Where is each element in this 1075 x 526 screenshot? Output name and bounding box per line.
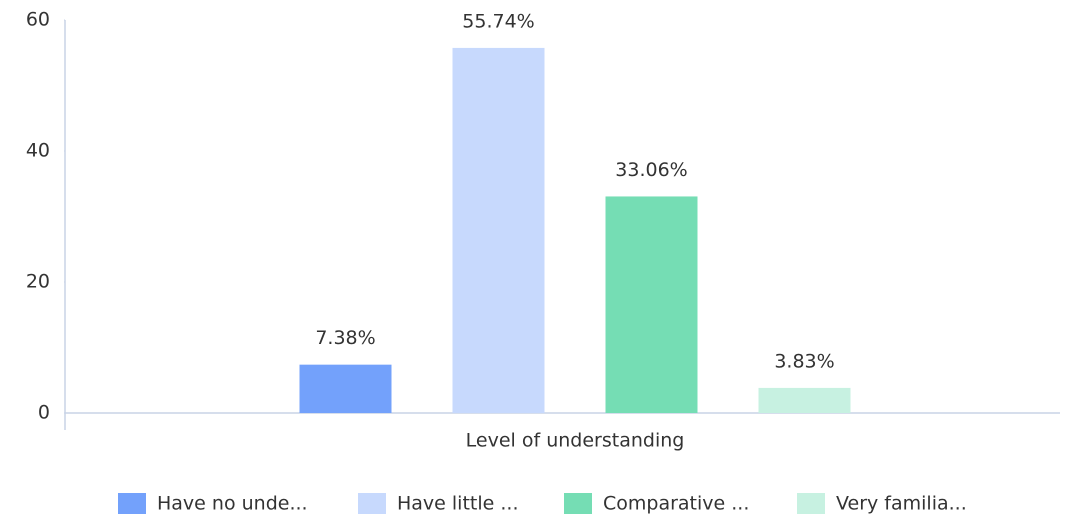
bar xyxy=(299,364,392,413)
data-label: 33.06% xyxy=(615,159,687,181)
bar xyxy=(452,47,545,413)
legend-swatch xyxy=(797,493,825,514)
legend-swatch xyxy=(358,493,386,514)
legend-label: Have little ... xyxy=(397,493,519,515)
legend-label: Very familia... xyxy=(836,493,967,515)
y-tick-label: 20 xyxy=(26,271,50,293)
data-label: 55.74% xyxy=(462,10,534,32)
data-label: 7.38% xyxy=(315,327,375,349)
legend-label: Have no unde... xyxy=(157,493,308,515)
x-tick-label: Level of understanding xyxy=(466,430,685,452)
legend-swatch xyxy=(118,493,146,514)
bar xyxy=(758,387,851,413)
y-tick-label: 60 xyxy=(26,9,50,31)
legend-swatch xyxy=(564,493,592,514)
legend-label: Comparative ... xyxy=(603,493,749,515)
y-tick-label: 0 xyxy=(38,402,50,424)
bar xyxy=(605,196,698,413)
data-label: 3.83% xyxy=(774,350,834,372)
y-tick-label: 40 xyxy=(26,140,50,162)
